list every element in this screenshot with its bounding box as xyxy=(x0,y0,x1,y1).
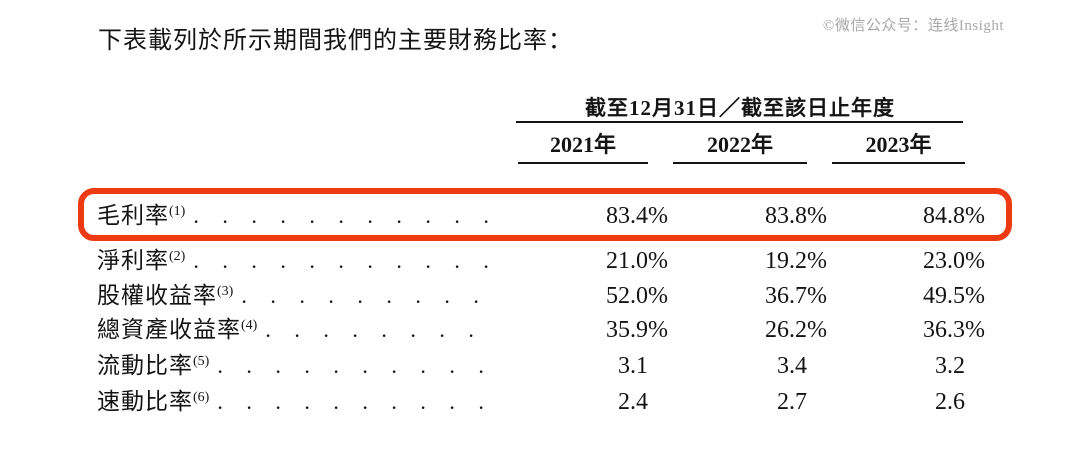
value-2021: 35.9% xyxy=(606,317,668,343)
value-2022: 26.2% xyxy=(765,317,827,343)
value-2021: 52.0% xyxy=(606,283,668,309)
column-header-2021: 2021年 xyxy=(518,127,648,164)
footnote-marker: (6) xyxy=(193,390,210,405)
table-row: 毛利率(1) 83.4% 83.8% 84.8% xyxy=(97,200,985,232)
column-header-label: 2022年 xyxy=(706,132,773,157)
column-header-2022: 2022年 xyxy=(673,127,807,164)
row-label: 流動比率(5) xyxy=(97,353,210,378)
page-title: 下表載列於所示期間我們的主要財務比率： xyxy=(98,28,573,54)
row-label: 股權收益率(3) xyxy=(97,283,234,308)
row-label: 毛利率(1) xyxy=(97,203,186,228)
value-2023: 2.6 xyxy=(935,389,965,415)
value-2021: 2.4 xyxy=(618,389,648,415)
footnote-marker: (1) xyxy=(169,204,186,219)
dot-leader xyxy=(241,280,496,312)
footnote-marker: (4) xyxy=(241,318,258,333)
table-row: 總資產收益率(4) 35.9% 26.2% 36.3% xyxy=(97,314,985,346)
value-2021: 83.4% xyxy=(606,203,668,229)
row-label: 總資產收益率(4) xyxy=(97,317,258,342)
table-row: 速動比率(6) 2.4 2.7 2.6 xyxy=(97,386,965,418)
dot-leader xyxy=(193,245,496,277)
value-2021: 21.0% xyxy=(606,248,668,274)
dot-leader xyxy=(217,350,496,382)
watermark: ©微信公众号：连线Insight xyxy=(822,18,1004,34)
period-header: 截至12月31日／截至該日止年度 xyxy=(585,96,895,120)
period-header-rule xyxy=(516,121,963,123)
value-2022: 2.7 xyxy=(777,389,807,415)
column-header-label: 2021年 xyxy=(549,132,616,157)
value-2022: 83.8% xyxy=(765,203,827,229)
column-header-rule xyxy=(832,162,965,164)
table-row: 流動比率(5) 3.1 3.4 3.2 xyxy=(97,350,965,382)
column-header-label: 2023年 xyxy=(865,132,932,157)
row-label: 速動比率(6) xyxy=(97,389,210,414)
value-2023: 3.2 xyxy=(935,353,965,379)
table-row: 淨利率(2) 21.0% 19.2% 23.0% xyxy=(97,245,985,277)
dot-leader xyxy=(193,200,496,232)
column-header-rule xyxy=(518,162,648,164)
value-2023: 23.0% xyxy=(923,248,985,274)
value-2022: 36.7% xyxy=(765,283,827,309)
value-2023: 49.5% xyxy=(923,283,985,309)
value-2021: 3.1 xyxy=(618,353,648,379)
footnote-marker: (5) xyxy=(193,354,210,369)
column-header-rule xyxy=(673,162,807,164)
value-2022: 3.4 xyxy=(777,353,807,379)
dot-leader xyxy=(217,386,496,418)
row-label: 淨利率(2) xyxy=(97,248,186,273)
value-2023: 36.3% xyxy=(923,317,985,343)
footnote-marker: (2) xyxy=(169,249,186,264)
dot-leader xyxy=(265,314,496,346)
value-2022: 19.2% xyxy=(765,248,827,274)
column-header-2023: 2023年 xyxy=(832,127,965,164)
table-row: 股權收益率(3) 52.0% 36.7% 49.5% xyxy=(97,280,985,312)
footnote-marker: (3) xyxy=(217,284,234,299)
value-2023: 84.8% xyxy=(923,203,985,229)
